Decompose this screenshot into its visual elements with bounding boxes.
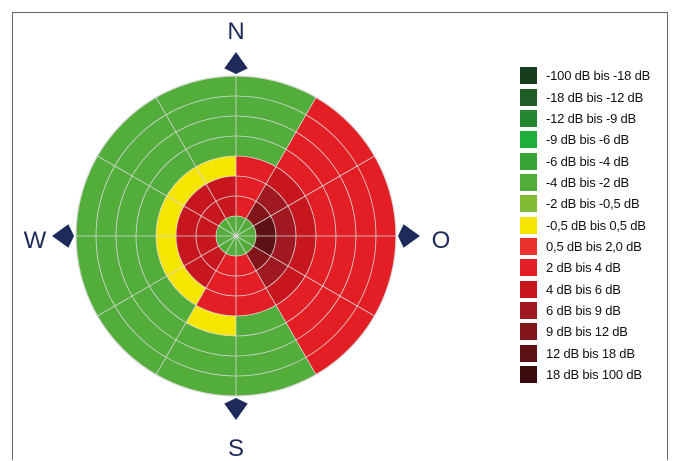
polar-grid-spoke — [155, 235, 237, 375]
polar-sector-inner-red-west — [176, 176, 236, 288]
legend-item: 4 dB bis 6 dB — [519, 278, 679, 299]
legend-item: -4 dB bis -2 dB — [519, 172, 679, 193]
legend-item: 9 dB bis 12 dB — [519, 321, 679, 342]
legend-swatch — [519, 108, 538, 128]
legend-item: -18 dB bis -12 dB — [519, 86, 679, 107]
legend-swatch — [519, 87, 538, 107]
legend-item: -2 dB bis -0,5 dB — [519, 193, 679, 214]
polar-diagram: N O S W — [24, 18, 451, 461]
legend-item: -12 dB bis -9 dB — [519, 108, 679, 129]
compass-north-pointer — [224, 52, 248, 74]
legend-item: 6 dB bis 9 dB — [519, 300, 679, 321]
legend-label: 4 dB bis 6 dB — [546, 281, 621, 297]
legend-label: -9 dB bis -6 dB — [546, 132, 629, 148]
legend-item: -6 dB bis -4 dB — [519, 150, 679, 171]
legend-swatch — [519, 151, 538, 171]
figure-frame: N O S W -100 dB bis -18 dB -18 dB bis -1… — [12, 12, 668, 461]
legend-label: -12 dB bis -9 dB — [546, 110, 637, 126]
legend-label: 2 dB bis 4 dB — [546, 260, 621, 276]
compass-east-pointer — [398, 224, 420, 248]
legend-swatch — [519, 343, 538, 363]
polar-grid-spoke — [235, 97, 317, 237]
compass-south-label: S — [228, 435, 244, 461]
legend-label: -100 dB bis -18 dB — [546, 68, 651, 84]
legend-swatch — [519, 300, 538, 320]
polar-grid — [75, 75, 397, 397]
compass-east-label: O — [432, 227, 451, 254]
legend-label: 6 dB bis 9 dB — [546, 302, 621, 318]
polar-grid-spoke — [155, 97, 237, 237]
legend-label: 18 dB bis 100 dB — [546, 366, 642, 382]
polar-grid-spoke — [235, 235, 375, 317]
compass-west-pointer — [52, 224, 74, 248]
legend-label: 9 dB bis 12 dB — [546, 324, 628, 340]
legend-item: -9 dB bis -6 dB — [519, 129, 679, 150]
polar-grid-spoke — [235, 235, 317, 375]
legend-label: -2 dB bis -0,5 dB — [546, 196, 640, 212]
legend-swatch — [519, 215, 538, 235]
legend-swatch — [519, 130, 538, 150]
legend-swatch — [519, 279, 538, 299]
polar-grid-spoke — [97, 235, 237, 317]
legend-item: 0,5 dB bis 2,0 dB — [519, 236, 679, 257]
legend-label: -4 dB bis -2 dB — [546, 174, 629, 190]
polar-grid-spoke — [97, 155, 237, 237]
compass-south-pointer — [224, 398, 248, 420]
compass-north-label: N — [227, 18, 244, 45]
compass-rose — [52, 52, 420, 420]
legend-swatch — [519, 194, 538, 214]
legend-item: 2 dB bis 4 dB — [519, 257, 679, 278]
legend-label: -18 dB bis -12 dB — [546, 89, 644, 105]
legend-swatch — [519, 322, 538, 342]
legend-item: 18 dB bis 100 dB — [519, 364, 679, 385]
polar-sector-mid — [266, 166, 316, 306]
legend-swatch — [519, 364, 538, 384]
compass-west-label: W — [24, 227, 47, 254]
legend: -100 dB bis -18 dB -18 dB bis -12 dB -12… — [519, 65, 679, 385]
polar-grid-spoke — [235, 155, 375, 237]
legend-item: 12 dB bis 18 dB — [519, 342, 679, 363]
legend-label: 0,5 dB bis 2,0 dB — [546, 238, 642, 254]
legend-swatch — [519, 66, 538, 86]
legend-label: -0,5 dB bis 0,5 dB — [546, 217, 646, 233]
polar-sector-yellow-west — [155, 156, 236, 306]
legend-label: 12 dB bis 18 dB — [546, 345, 635, 361]
legend-item: -100 dB bis -18 dB — [519, 65, 679, 86]
legend-item: -0,5 dB bis 0,5 dB — [519, 214, 679, 235]
legend-swatch — [519, 258, 538, 278]
legend-label: -6 dB bis -4 dB — [546, 153, 629, 169]
legend-swatch — [519, 236, 538, 256]
legend-swatch — [519, 172, 538, 192]
